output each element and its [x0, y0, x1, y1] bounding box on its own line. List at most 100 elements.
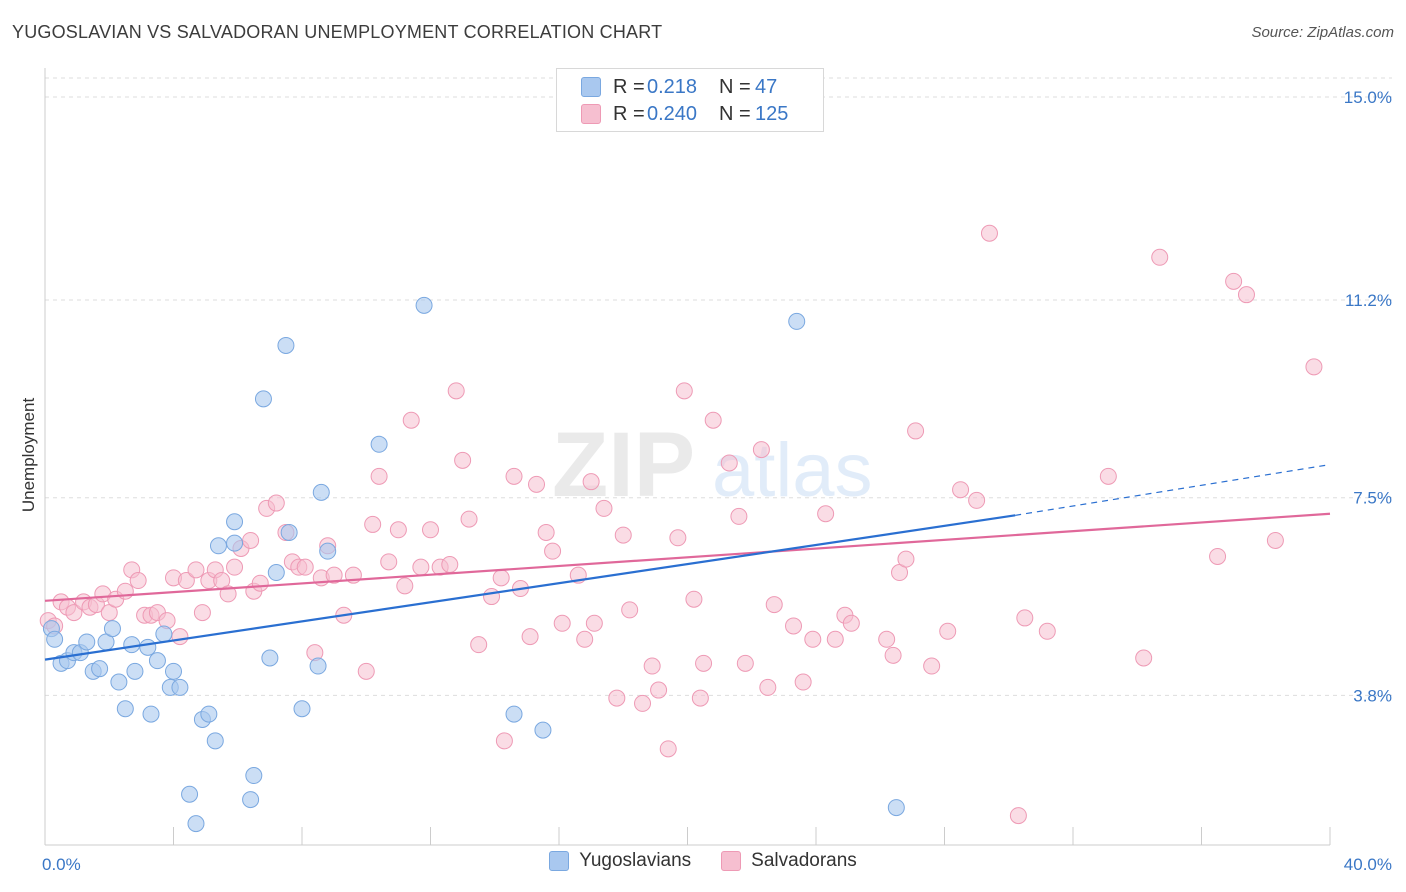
legend-r-value: 0.240: [647, 102, 698, 125]
legend: R = 0.218 N = 47 R = 0.240 N = 125: [556, 68, 824, 132]
salvadoran-point: [553, 614, 571, 632]
salvadoran-point: [842, 614, 860, 632]
watermark: ZIP atlas: [552, 414, 873, 516]
salvadoran-point: [585, 614, 603, 632]
salvadoran-point: [643, 657, 661, 675]
x-tick-label-min: 0.0%: [42, 855, 81, 874]
y-tick-labels: 3.8% 7.5% 11.2% 15.0%: [1344, 88, 1392, 705]
salvadoran-point: [897, 550, 915, 568]
salvadoran-point: [129, 572, 147, 590]
bottom-legend-salvadorans[interactable]: Salvadorans: [721, 850, 857, 872]
salvadoran-point: [621, 601, 639, 619]
salvadoran-point: [1305, 358, 1323, 376]
salvadoran-point: [923, 657, 941, 675]
salvadoran-point: [396, 577, 414, 595]
yugoslavian-point: [534, 721, 552, 739]
yugoslavian-point: [267, 564, 285, 582]
salvadoran-point: [380, 553, 398, 571]
trend-lines: [44, 463, 1331, 661]
yugoslavian-point: [165, 662, 182, 680]
yugoslavian-point: [312, 483, 330, 501]
yugoslavian-point: [242, 791, 260, 809]
grid-lines: [45, 77, 1392, 696]
salvadoran-point: [608, 689, 626, 707]
salvadoran-point: [544, 542, 562, 560]
yugoslavian-point: [415, 296, 433, 314]
salvadoran-point: [884, 646, 902, 664]
salvadoran-point: [441, 556, 459, 573]
salvadoran-point: [296, 558, 314, 576]
salvadoran-point: [785, 617, 803, 635]
yugoslavian-point: [200, 705, 218, 723]
yugoslavian-point: [277, 336, 295, 354]
legend-swatch-blue: [549, 851, 570, 871]
yugoslavian-point: [123, 636, 141, 654]
yugoslavian-point: [110, 673, 128, 691]
salvadoran-point: [826, 630, 844, 648]
yugoslavian-point: [46, 630, 64, 648]
salvadoran-point: [460, 510, 478, 528]
salvadoran-point: [187, 561, 205, 579]
yugoslavians-trend-extension: [1015, 463, 1331, 516]
salvadoran-point: [357, 662, 375, 680]
legend-n-value: 125: [755, 102, 789, 125]
salvadoran-point: [226, 558, 244, 576]
yugoslavian-point: [187, 815, 205, 833]
yugoslavians-trend-line: [44, 514, 1016, 661]
watermark-zip: ZIP: [552, 414, 695, 516]
yugoslavian-point: [171, 678, 189, 696]
salvadoran-point: [765, 596, 783, 614]
legend-r-label: R =: [613, 102, 645, 125]
salvadoran-point: [675, 382, 693, 400]
axes: [44, 68, 1331, 846]
salvadoran-point: [968, 491, 986, 509]
y-tick-label: 15.0%: [1344, 88, 1392, 107]
salvadoran-point: [695, 654, 713, 672]
yugoslavian-point: [319, 542, 337, 560]
salvadoran-point: [691, 689, 709, 707]
yugoslavian-point: [209, 537, 227, 555]
salvadoran-point: [1009, 807, 1027, 825]
yugoslavian-point: [142, 705, 160, 723]
yugoslavian-point: [280, 523, 298, 541]
legend-n-label: N =: [719, 102, 751, 125]
salvadoran-point: [650, 681, 668, 699]
yugoslavian-point: [788, 312, 806, 330]
salvadoran-point: [720, 454, 738, 472]
legend-swatch-pink: [581, 104, 601, 124]
yugoslavian-point: [226, 534, 244, 552]
salvadoran-point: [1099, 467, 1117, 485]
salvadoran-point: [492, 569, 510, 587]
salvadoran-point: [634, 694, 652, 712]
salvadoran-point: [1209, 547, 1227, 565]
salvadoran-point: [614, 526, 632, 544]
yugoslavian-point: [309, 657, 327, 675]
salvadoran-point: [794, 673, 812, 691]
salvadoran-point: [730, 507, 748, 525]
yugoslavian-point: [254, 390, 272, 408]
salvadoran-point: [1016, 609, 1034, 627]
salvadoran-point: [1135, 649, 1153, 667]
salvadoran-point: [669, 529, 687, 547]
legend-swatch-blue: [581, 77, 601, 97]
salvadoran-point: [1225, 272, 1243, 290]
salvadorans-trend-line: [44, 512, 1331, 602]
salvadoran-point: [483, 588, 501, 606]
salvadoran-point: [582, 473, 600, 491]
yugoslavian-point: [181, 785, 199, 803]
salvadoran-point: [1151, 248, 1169, 266]
yugoslavian-point: [887, 799, 905, 817]
legend-n-value: 47: [755, 75, 778, 98]
salvadoran-point: [759, 678, 777, 696]
salvadoran-point: [171, 628, 189, 646]
salvadoran-point: [177, 572, 195, 590]
salvadoran-point: [65, 604, 83, 622]
salvadoran-point: [447, 382, 465, 400]
salvadoran-point: [267, 494, 285, 512]
salvadoran-point: [595, 499, 613, 517]
salvadoran-point: [537, 523, 555, 541]
chart-title: YUGOSLAVIAN VS SALVADORAN UNEMPLOYMENT C…: [12, 22, 663, 42]
bottom-legend-yugoslavians[interactable]: Yugoslavians: [549, 850, 691, 872]
salvadoran-point: [1038, 622, 1056, 640]
